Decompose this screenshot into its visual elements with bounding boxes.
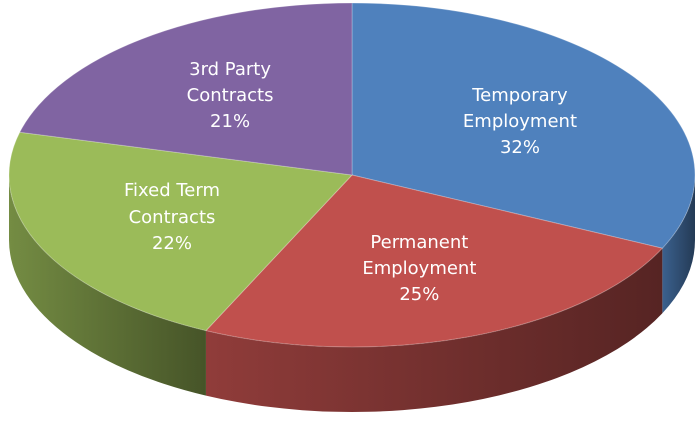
value-label: 25% <box>399 283 440 305</box>
category-label: Temporary Employment <box>462 84 577 132</box>
value-label: 32% <box>499 136 540 158</box>
pie-side <box>662 175 695 314</box>
value-label: 22% <box>151 232 192 254</box>
slice-label: Fixed Term Contracts 22% <box>97 178 247 256</box>
pie-slice <box>19 2 353 176</box>
pie-slice <box>205 174 664 348</box>
category-label: Permanent Employment <box>362 231 477 279</box>
pie-slice <box>351 2 696 249</box>
pie-side <box>9 175 206 396</box>
slice-label: 3rd Party Contracts 21% <box>155 57 305 135</box>
slice-label: Permanent Employment 25% <box>344 230 494 308</box>
slice-label: Temporary Employment 32% <box>445 82 595 160</box>
category-label: Fixed Term Contracts <box>123 180 220 228</box>
pie-side <box>205 248 663 412</box>
pie-slice <box>8 131 354 332</box>
value-label: 21% <box>210 111 251 133</box>
category-label: 3rd Party Contracts <box>186 59 274 107</box>
